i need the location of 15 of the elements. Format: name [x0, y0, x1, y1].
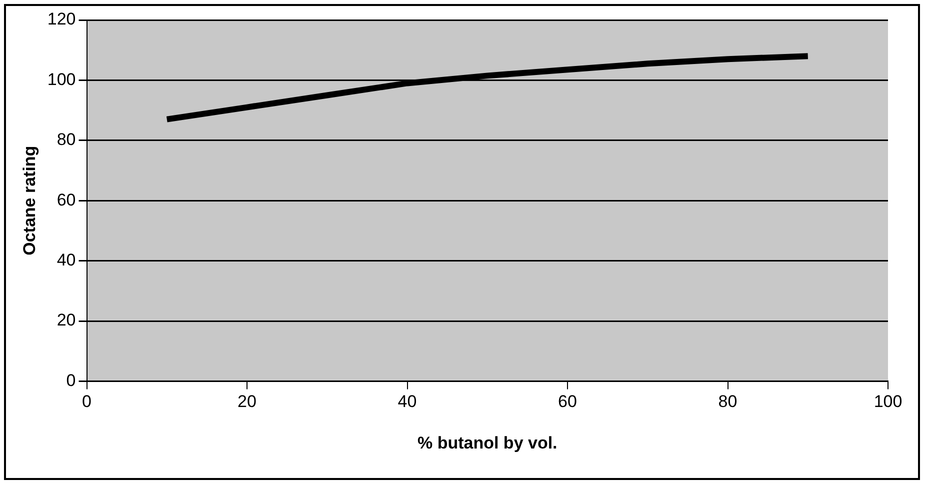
y-tick-label: 120	[47, 10, 76, 29]
x-axis-title: % butanol by vol.	[417, 433, 558, 452]
x-tick-label: 40	[398, 392, 417, 412]
y-axis-title: Octane rating	[20, 146, 39, 256]
y-tick-label: 80	[56, 130, 76, 150]
x-tick-label: 0	[82, 392, 92, 412]
y-tick-label: 0	[66, 370, 76, 390]
y-tick-label: 60	[56, 190, 76, 210]
x-tick-label: 80	[718, 392, 738, 412]
x-tick-label: 100	[874, 392, 902, 412]
x-tick-label: 20	[238, 392, 256, 412]
y-tick-label: 40	[56, 250, 76, 270]
y-tick-label: 100	[47, 70, 76, 89]
x-tick-label: 60	[558, 392, 577, 412]
y-tick-label: 20	[56, 310, 76, 330]
